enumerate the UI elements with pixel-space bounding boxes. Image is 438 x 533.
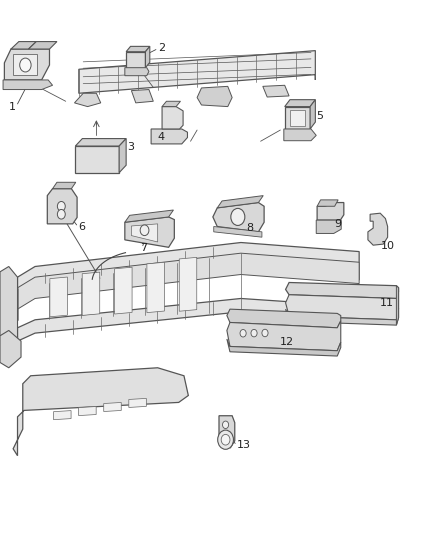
Polygon shape <box>50 277 67 317</box>
Text: 7: 7 <box>140 243 147 253</box>
Polygon shape <box>290 110 305 126</box>
Polygon shape <box>74 93 101 107</box>
Polygon shape <box>104 402 121 411</box>
Text: 5: 5 <box>316 111 323 121</box>
Polygon shape <box>213 203 264 232</box>
Polygon shape <box>197 86 232 107</box>
Circle shape <box>262 329 268 337</box>
Circle shape <box>57 209 65 219</box>
Text: 11: 11 <box>380 298 394 308</box>
Polygon shape <box>75 146 119 173</box>
Polygon shape <box>396 286 399 325</box>
Text: 12: 12 <box>279 337 293 347</box>
Polygon shape <box>285 107 310 129</box>
Text: 10: 10 <box>381 241 395 251</box>
Polygon shape <box>79 51 315 93</box>
Circle shape <box>140 225 149 236</box>
Circle shape <box>240 329 246 337</box>
Polygon shape <box>13 54 37 75</box>
Polygon shape <box>286 291 399 320</box>
Polygon shape <box>18 298 359 341</box>
Polygon shape <box>214 227 262 237</box>
Polygon shape <box>125 217 174 247</box>
Polygon shape <box>79 407 96 416</box>
Polygon shape <box>115 267 132 314</box>
Polygon shape <box>18 253 359 309</box>
Polygon shape <box>286 308 399 325</box>
Polygon shape <box>47 189 77 224</box>
Polygon shape <box>317 200 338 206</box>
Polygon shape <box>4 49 49 80</box>
Circle shape <box>221 434 230 445</box>
Polygon shape <box>0 266 18 354</box>
Polygon shape <box>126 46 150 52</box>
Polygon shape <box>125 210 173 222</box>
Polygon shape <box>28 42 57 49</box>
Circle shape <box>57 201 65 211</box>
Polygon shape <box>285 100 315 107</box>
Text: 9: 9 <box>334 219 341 229</box>
Polygon shape <box>227 321 341 351</box>
Polygon shape <box>368 213 388 245</box>
Polygon shape <box>82 272 100 316</box>
Polygon shape <box>0 330 21 368</box>
Text: 2: 2 <box>158 43 165 53</box>
Polygon shape <box>131 90 153 103</box>
Polygon shape <box>162 101 180 107</box>
Text: 4: 4 <box>158 132 165 142</box>
Text: 8: 8 <box>247 223 254 232</box>
Polygon shape <box>227 309 341 328</box>
Polygon shape <box>179 257 197 311</box>
Polygon shape <box>162 107 183 129</box>
Polygon shape <box>11 42 36 49</box>
Polygon shape <box>3 80 53 90</box>
Polygon shape <box>125 68 149 76</box>
Polygon shape <box>13 368 188 456</box>
Circle shape <box>20 58 31 72</box>
Text: 13: 13 <box>237 440 251 450</box>
Polygon shape <box>286 282 399 298</box>
Polygon shape <box>53 182 76 189</box>
Polygon shape <box>147 262 164 313</box>
Polygon shape <box>217 196 263 208</box>
Polygon shape <box>284 129 316 141</box>
Polygon shape <box>316 220 341 233</box>
Polygon shape <box>310 100 315 129</box>
Polygon shape <box>145 46 150 68</box>
Polygon shape <box>263 85 289 97</box>
Polygon shape <box>18 243 359 305</box>
Polygon shape <box>219 416 235 448</box>
Polygon shape <box>53 410 71 419</box>
Polygon shape <box>131 224 158 242</box>
Polygon shape <box>317 203 344 220</box>
Polygon shape <box>119 139 126 173</box>
Circle shape <box>231 208 245 225</box>
Circle shape <box>251 329 257 337</box>
Polygon shape <box>126 52 145 68</box>
Polygon shape <box>129 398 146 407</box>
Text: 1: 1 <box>9 102 16 111</box>
Circle shape <box>218 430 233 449</box>
Circle shape <box>223 421 229 429</box>
Polygon shape <box>75 139 126 146</box>
Text: 3: 3 <box>127 142 134 151</box>
Polygon shape <box>151 129 187 144</box>
Text: 6: 6 <box>78 222 85 231</box>
Polygon shape <box>227 339 341 356</box>
